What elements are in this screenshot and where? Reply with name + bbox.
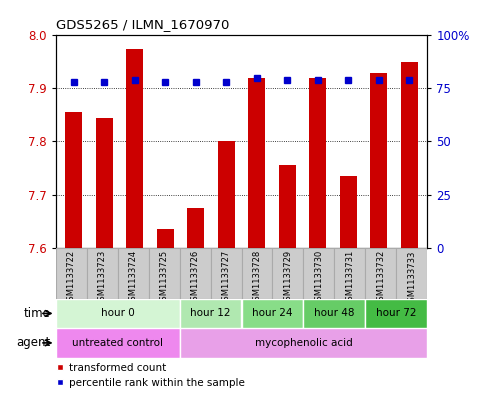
Text: GSM1133731: GSM1133731 (345, 250, 355, 307)
Text: GSM1133725: GSM1133725 (159, 250, 169, 306)
Bar (397, 248, 427, 299)
Bar (127, 49, 143, 248)
Text: GSM1133722: GSM1133722 (67, 250, 75, 306)
Bar (242, 299, 303, 328)
Bar (309, 78, 326, 248)
Bar (242, 248, 272, 299)
Bar (248, 78, 265, 248)
Text: time: time (24, 307, 51, 320)
Text: GSM1133729: GSM1133729 (284, 250, 293, 306)
Text: hour 12: hour 12 (190, 309, 231, 318)
Bar (401, 62, 417, 248)
Bar (180, 299, 242, 328)
Bar (56, 299, 180, 328)
Bar (187, 208, 204, 248)
Text: hour 24: hour 24 (252, 309, 293, 318)
Bar (157, 229, 174, 248)
Bar (218, 141, 235, 248)
Text: GSM1133726: GSM1133726 (190, 250, 199, 307)
Text: GSM1133723: GSM1133723 (98, 250, 107, 307)
Bar (96, 118, 113, 248)
Bar (334, 248, 366, 299)
Text: GDS5265 / ILMN_1670970: GDS5265 / ILMN_1670970 (56, 18, 229, 31)
Bar (272, 248, 303, 299)
Bar (303, 299, 366, 328)
Text: GSM1133724: GSM1133724 (128, 250, 138, 306)
Text: GSM1133727: GSM1133727 (222, 250, 230, 307)
Bar (180, 248, 211, 299)
Bar (86, 248, 117, 299)
Bar (340, 176, 356, 248)
Bar (370, 73, 387, 248)
Text: GSM1133732: GSM1133732 (376, 250, 385, 307)
Text: GSM1133733: GSM1133733 (408, 250, 416, 307)
Text: hour 48: hour 48 (314, 309, 355, 318)
Bar (149, 248, 180, 299)
Bar (303, 248, 334, 299)
Bar (366, 299, 427, 328)
Text: GSM1133728: GSM1133728 (253, 250, 261, 307)
Text: agent: agent (16, 336, 51, 349)
Bar (211, 248, 242, 299)
Bar (366, 248, 397, 299)
Bar (180, 328, 427, 358)
Text: mycophenolic acid: mycophenolic acid (255, 338, 353, 348)
Bar (56, 328, 180, 358)
Text: hour 72: hour 72 (376, 309, 417, 318)
Bar (56, 248, 86, 299)
Bar (117, 248, 149, 299)
Text: untreated control: untreated control (72, 338, 163, 348)
Text: hour 0: hour 0 (100, 309, 134, 318)
Bar (279, 165, 296, 248)
Bar (66, 112, 82, 248)
Text: GSM1133730: GSM1133730 (314, 250, 324, 307)
Legend: transformed count, percentile rank within the sample: transformed count, percentile rank withi… (56, 363, 245, 388)
